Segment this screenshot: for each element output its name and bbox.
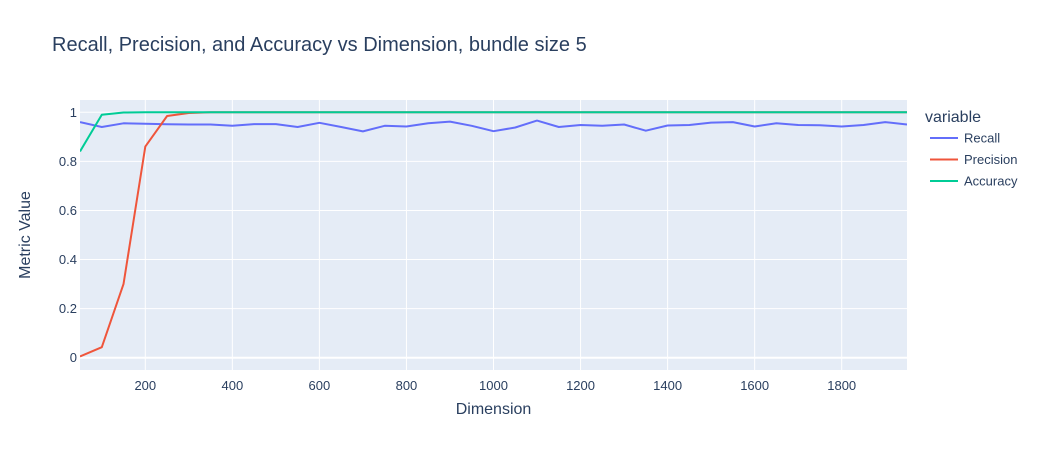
x-tick-label: 1000 [479,378,508,393]
legend-label: Precision [964,152,1017,167]
y-tick-label: 0.2 [59,301,77,316]
x-tick-label: 200 [134,378,156,393]
legend: variable Recall Precision Accuracy [925,109,1018,189]
x-tick-label: 1800 [827,378,856,393]
y-tick-label: 1 [70,105,77,120]
x-tick-label: 1200 [566,378,595,393]
x-axis-title: Dimension [456,401,532,418]
y-tick-label: 0.6 [59,203,77,218]
x-tick-label: 1600 [740,378,769,393]
legend-item-recall: Recall [930,131,1000,146]
legend-item-accuracy: Accuracy [930,174,1018,189]
x-tick-label: 800 [396,378,418,393]
series-line-accuracy [80,111,907,153]
y-axis-title: Metric Value [17,191,34,279]
x-axis-ticks: 200 400 600 800 1000 1200 1400 1600 1800 [134,378,856,393]
legend-title: variable [925,109,981,126]
chart-title: Recall, Precision, and Accuracy vs Dimen… [52,34,587,56]
y-axis-ticks: 0 0.2 0.4 0.6 0.8 1 [59,105,77,365]
x-tick-label: 1400 [653,378,682,393]
legend-items: Recall Precision Accuracy [930,131,1018,189]
series-lines [80,111,907,358]
y-tick-label: 0.8 [59,154,77,169]
legend-label: Recall [964,131,1000,146]
x-tick-label: 400 [221,378,243,393]
legend-item-precision: Precision [930,152,1017,167]
series-line-recall [80,119,907,133]
x-tick-label: 600 [309,378,331,393]
legend-label: Accuracy [964,174,1018,189]
y-tick-label: 0 [70,350,77,365]
y-tick-label: 0.4 [59,252,77,267]
